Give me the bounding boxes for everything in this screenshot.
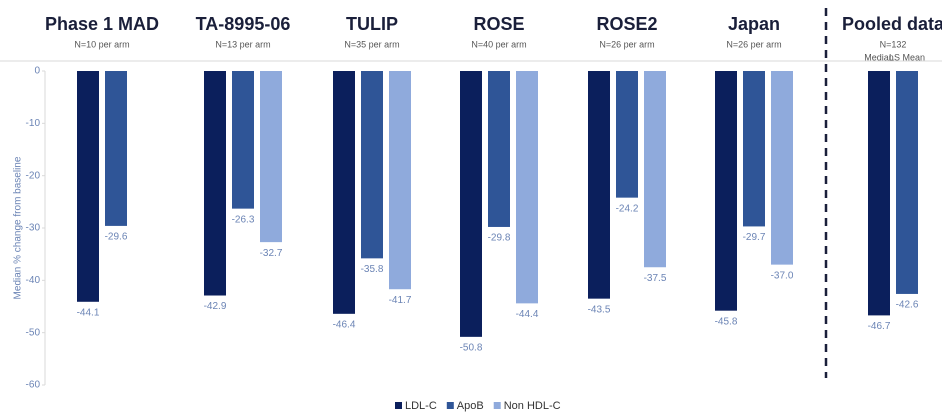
value-label: -37.0 <box>771 270 794 281</box>
value-label: -26.3 <box>232 214 255 225</box>
value-label: -24.2 <box>616 203 639 214</box>
value-label: -41.7 <box>389 295 412 306</box>
bar-note: Median <box>864 52 894 62</box>
bar <box>77 71 99 302</box>
value-label: -29.6 <box>105 232 128 243</box>
y-tick-label: -40 <box>26 275 41 286</box>
value-label: -46.7 <box>868 321 891 332</box>
value-label: -29.7 <box>743 232 766 243</box>
legend-swatch <box>395 402 402 409</box>
bar <box>204 71 226 296</box>
group-title: Japan <box>728 14 780 34</box>
bar <box>771 71 793 265</box>
y-tick-label: -60 <box>26 380 41 391</box>
bar <box>260 71 282 243</box>
bar <box>105 71 127 226</box>
value-label: -46.4 <box>333 319 356 330</box>
group-subtitle: N=26 per arm <box>599 39 654 49</box>
bar <box>644 71 666 268</box>
value-label: -50.8 <box>460 342 483 353</box>
group-subtitle: N=132 <box>880 39 907 49</box>
value-label: -42.6 <box>896 300 919 311</box>
bar <box>715 71 737 311</box>
value-label: -43.5 <box>588 304 611 315</box>
bar <box>389 71 411 290</box>
legend-swatch <box>446 402 454 409</box>
bar <box>361 71 383 259</box>
group-subtitle: N=40 per arm <box>471 39 526 49</box>
bar <box>460 71 482 337</box>
y-tick-label: -20 <box>26 170 41 181</box>
group-title: Phase 1 MAD <box>45 14 159 34</box>
value-label: -35.8 <box>361 264 384 275</box>
bar <box>616 71 638 198</box>
group-subtitle: N=13 per arm <box>215 39 270 49</box>
legend-label: Non HDL-C <box>504 400 561 412</box>
bar-note: LS Mean <box>889 52 925 62</box>
bar <box>488 71 510 227</box>
group-title: Pooled data <box>842 14 942 34</box>
bar <box>516 71 538 304</box>
y-tick-label: -10 <box>26 118 41 129</box>
y-axis-label: Median % change from baseline <box>13 156 24 299</box>
value-label: -42.9 <box>204 301 227 312</box>
value-label: -44.4 <box>516 309 539 320</box>
bar <box>232 71 254 209</box>
bar <box>743 71 765 227</box>
legend-label: ApoB <box>457 400 484 412</box>
value-label: -44.1 <box>77 307 100 318</box>
value-label: -45.8 <box>715 316 738 327</box>
y-tick-label: -30 <box>26 223 41 234</box>
group-title: TA-8995-06 <box>196 14 291 34</box>
bar <box>868 71 890 316</box>
group-subtitle: N=10 per arm <box>74 39 129 49</box>
group-title: TULIP <box>346 14 398 34</box>
y-tick-label: -50 <box>26 327 41 338</box>
group-subtitle: N=26 per arm <box>726 39 781 49</box>
group-title: ROSE2 <box>596 14 657 34</box>
bar <box>333 71 355 314</box>
bar <box>588 71 610 299</box>
value-label: -32.7 <box>260 248 283 259</box>
legend-label: LDL-C <box>405 400 437 412</box>
legend-swatch <box>493 402 501 409</box>
value-label: -29.8 <box>488 233 511 244</box>
y-tick-label: 0 <box>34 66 40 77</box>
group-subtitle: N=35 per arm <box>344 39 399 49</box>
value-label: -37.5 <box>644 273 667 284</box>
bar <box>896 71 918 294</box>
group-title: ROSE <box>473 14 524 34</box>
